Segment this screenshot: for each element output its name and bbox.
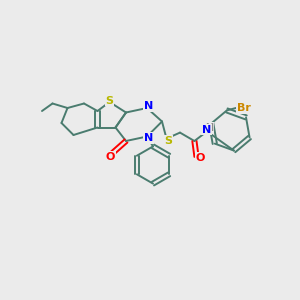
Text: N: N [144, 101, 153, 111]
Text: O: O [195, 153, 205, 163]
Text: H: H [205, 123, 214, 133]
Text: Br: Br [237, 103, 251, 113]
Text: N: N [202, 124, 211, 135]
Text: S: S [164, 136, 172, 146]
Text: O: O [105, 152, 115, 162]
Text: N: N [144, 133, 153, 143]
Text: S: S [106, 95, 113, 106]
